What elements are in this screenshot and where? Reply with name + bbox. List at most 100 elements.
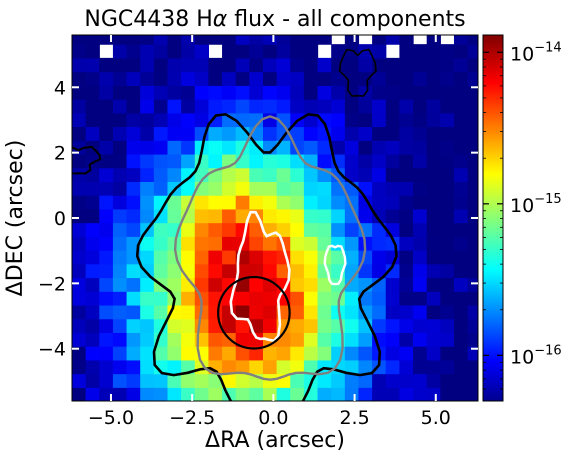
flux-cell bbox=[153, 71, 169, 86]
flux-cell bbox=[399, 387, 414, 401]
flux-cell bbox=[413, 153, 428, 169]
flux-cell bbox=[140, 99, 155, 114]
flux-cell bbox=[72, 387, 87, 401]
flux-cell bbox=[290, 373, 305, 388]
gray-contour bbox=[173, 115, 367, 381]
flux-cell bbox=[85, 126, 100, 141]
flux-cell bbox=[112, 318, 128, 333]
flux-cell bbox=[72, 99, 87, 114]
flux-cell bbox=[399, 222, 414, 237]
flux-cell bbox=[344, 277, 360, 292]
flux-cell bbox=[358, 359, 373, 375]
flux-cell bbox=[399, 236, 414, 251]
flux-cell bbox=[235, 44, 250, 59]
flux-cell bbox=[467, 346, 478, 361]
flux-cell bbox=[317, 332, 332, 347]
flux-cell bbox=[440, 195, 455, 210]
flux-cell bbox=[413, 222, 428, 237]
flux-cell bbox=[112, 153, 128, 169]
flux-cell bbox=[262, 153, 278, 169]
flux-cell bbox=[290, 236, 305, 251]
flux-cell bbox=[372, 140, 387, 155]
flux-cell bbox=[385, 167, 400, 182]
flux-cell bbox=[167, 153, 182, 169]
flux-cell bbox=[372, 126, 387, 141]
flux-cell bbox=[399, 277, 414, 292]
flux-cell bbox=[99, 208, 114, 224]
flux-cell bbox=[112, 236, 128, 251]
flux-cell bbox=[99, 140, 114, 155]
flux-cell bbox=[453, 35, 469, 45]
flux-cell bbox=[126, 35, 141, 45]
flux-cell bbox=[235, 57, 250, 73]
flux-cell bbox=[385, 208, 400, 224]
flux-cell bbox=[181, 99, 196, 114]
flux-cell bbox=[181, 140, 196, 155]
flux-cell bbox=[153, 112, 169, 128]
flux-cell bbox=[85, 85, 100, 100]
flux-cell bbox=[358, 71, 373, 86]
flux-cell bbox=[290, 57, 305, 73]
cb-tick-label: 10−14 bbox=[510, 40, 562, 65]
flux-cell bbox=[290, 387, 305, 401]
flux-cell bbox=[467, 250, 478, 265]
black-contour bbox=[135, 112, 398, 401]
flux-cell bbox=[112, 373, 128, 388]
flux-cell bbox=[317, 291, 332, 306]
flux-cell bbox=[249, 346, 264, 361]
flux-cell bbox=[303, 318, 319, 333]
flux-cell bbox=[99, 57, 114, 73]
flux-cell bbox=[358, 167, 373, 182]
flux-cell bbox=[344, 387, 360, 401]
flux-cell bbox=[426, 291, 441, 306]
flux-cell bbox=[194, 85, 210, 100]
flux-cell bbox=[358, 112, 373, 128]
flux-cell bbox=[440, 359, 455, 375]
flux-cell bbox=[194, 263, 210, 279]
flux-cell bbox=[385, 126, 400, 141]
flux-cell bbox=[413, 318, 428, 333]
flux-cell bbox=[72, 263, 87, 279]
flux-cell bbox=[194, 222, 210, 237]
flux-cell bbox=[331, 318, 346, 333]
flux-cell bbox=[344, 373, 360, 388]
flux-cell bbox=[467, 126, 478, 141]
flux-cell bbox=[467, 140, 478, 155]
flux-cell bbox=[453, 359, 469, 375]
flux-cell bbox=[317, 153, 332, 169]
flux-cell bbox=[99, 85, 114, 100]
flux-cell bbox=[167, 85, 182, 100]
flux-cell bbox=[399, 195, 414, 210]
flux-cell bbox=[181, 112, 196, 128]
flux-cell bbox=[194, 387, 210, 401]
flux-cell bbox=[262, 387, 278, 401]
flux-cell bbox=[331, 387, 346, 401]
flux-cell bbox=[413, 359, 428, 375]
flux-cell bbox=[453, 44, 469, 59]
flux-cell bbox=[453, 71, 469, 86]
flux-cell bbox=[112, 99, 128, 114]
flux-cell bbox=[153, 85, 169, 100]
flux-cell bbox=[181, 387, 196, 401]
flux-cell bbox=[413, 304, 428, 320]
flux-cell bbox=[208, 236, 223, 251]
flux-cell bbox=[140, 153, 155, 169]
flux-cell bbox=[126, 71, 141, 86]
flux-cell bbox=[372, 208, 387, 224]
flux-cell bbox=[126, 346, 141, 361]
flux-cell bbox=[235, 346, 250, 361]
flux-cell bbox=[235, 85, 250, 100]
flux-cell bbox=[426, 304, 441, 320]
flux-cell bbox=[167, 387, 182, 401]
flux-cell bbox=[317, 277, 332, 292]
flux-cell bbox=[222, 126, 237, 141]
flux-cell bbox=[167, 373, 182, 388]
x-tick-label: 5.0 bbox=[421, 407, 451, 429]
flux-cell bbox=[222, 181, 237, 196]
flux-cell bbox=[358, 263, 373, 279]
flux-cell bbox=[72, 71, 87, 86]
flux-cell bbox=[167, 167, 182, 182]
flux-cell bbox=[358, 387, 373, 401]
flux-cell bbox=[276, 359, 291, 375]
flux-cell bbox=[399, 153, 414, 169]
